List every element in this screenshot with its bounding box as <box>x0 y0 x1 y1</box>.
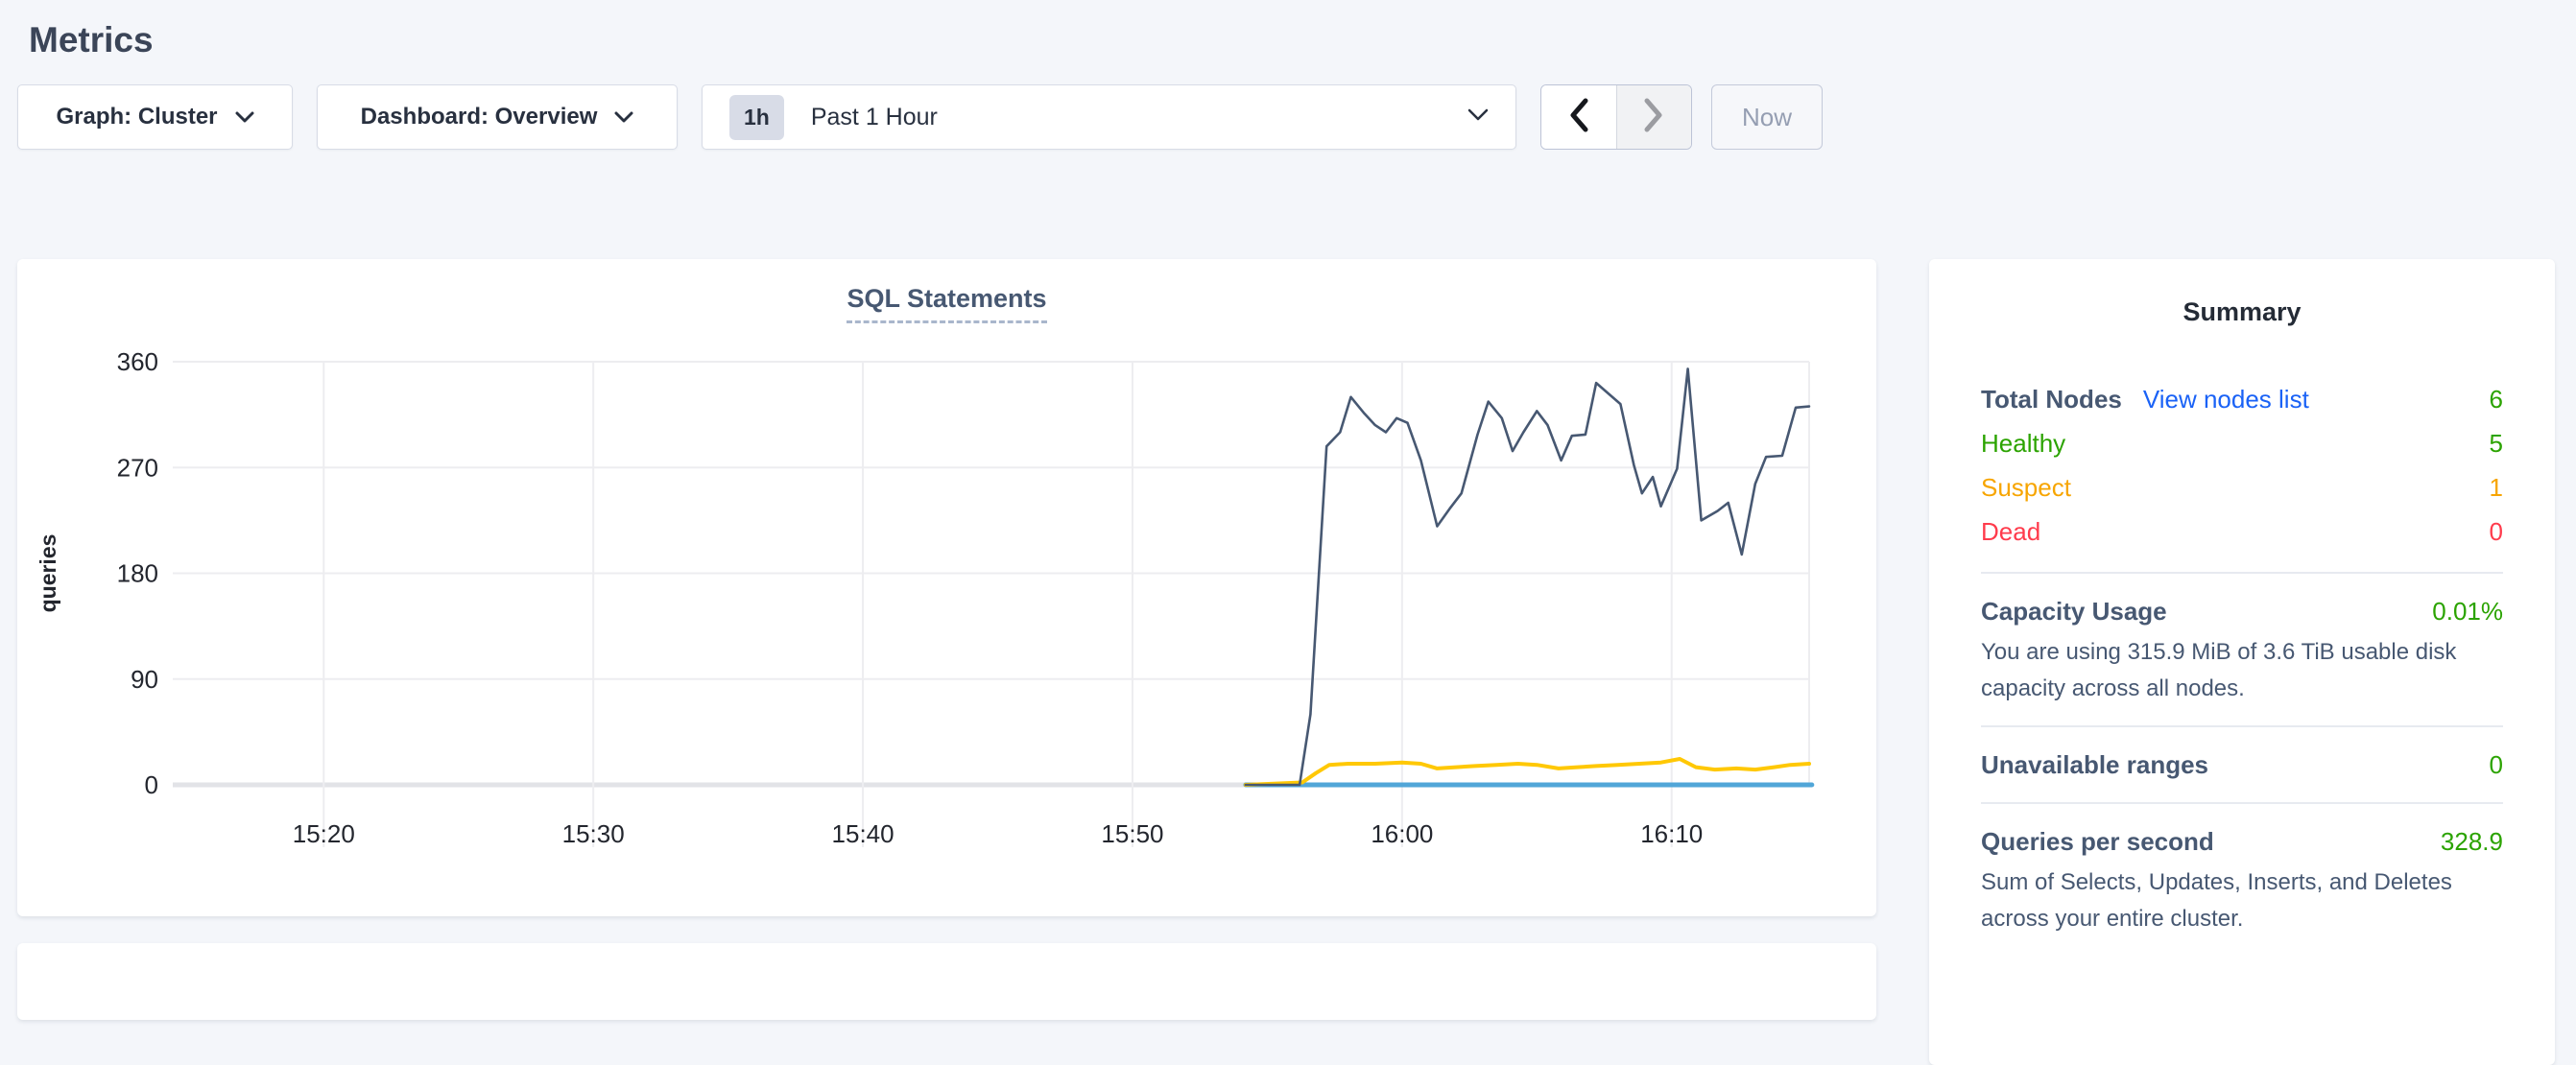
y-tick-label: 0 <box>145 770 158 799</box>
total-nodes-value: 6 <box>2489 385 2503 414</box>
graph-dropdown[interactable]: Graph: Cluster <box>17 84 293 150</box>
queries-per-second-description: Sum of Selects, Updates, Inserts, and De… <box>1981 869 2452 932</box>
divider <box>1981 725 2503 727</box>
total-nodes-row: Total Nodes View nodes list 6 <box>1981 377 2503 421</box>
time-range-label: Past 1 Hour <box>810 103 938 130</box>
time-range-selector[interactable]: 1h Past 1 Hour <box>702 84 1516 150</box>
next-range-button[interactable] <box>1616 85 1691 149</box>
metrics-toolbar: Graph: Cluster Dashboard: Overview 1h Pa… <box>17 84 1823 150</box>
chevron-down-icon <box>235 104 254 130</box>
x-tick-label: 16:10 <box>1640 819 1703 848</box>
healthy-label: Healthy <box>1981 429 2066 458</box>
dashboard-dropdown-label: Dashboard: Overview <box>360 104 598 130</box>
x-tick-label: 15:50 <box>1101 819 1163 848</box>
series-main-navy-series <box>1244 367 1811 787</box>
dead-value: 0 <box>2489 517 2503 546</box>
chart-title[interactable]: SQL Statements <box>847 284 1047 323</box>
dead-nodes-row: Dead 0 <box>1981 509 2503 554</box>
y-tick-label: 360 <box>117 347 158 376</box>
graph-dropdown-label: Graph: Cluster <box>56 104 218 130</box>
chart-title-wrap: SQL Statements <box>17 284 1876 323</box>
queries-per-second-section: Queries per second 328.9 Sum of Selects,… <box>1981 822 2503 937</box>
x-tick-label: 15:20 <box>293 819 355 848</box>
capacity-usage-row: Capacity Usage 0.01% <box>1981 592 2503 630</box>
view-nodes-list-link[interactable]: View nodes list <box>2142 385 2309 414</box>
chevron-down-icon <box>614 104 633 130</box>
node-status-rows: Total Nodes View nodes list 6 Healthy 5 … <box>1981 377 2503 554</box>
sql-statements-chart-card: SQL Statements 0 90 180 270 360 15:20 15:30 15:… <box>17 259 1876 916</box>
previous-range-button[interactable] <box>1541 85 1617 149</box>
total-nodes-label: Total Nodes <box>1981 385 2122 414</box>
dashboard-dropdown[interactable]: Dashboard: Overview <box>317 84 678 150</box>
unavailable-ranges-value: 0 <box>2489 750 2503 779</box>
y-tick-label: 270 <box>117 453 158 482</box>
page-title: Metrics <box>29 19 154 59</box>
unavailable-ranges-row: Unavailable ranges 0 <box>1981 746 2503 784</box>
suspect-value: 1 <box>2489 473 2503 502</box>
time-step-buttons <box>1540 84 1692 150</box>
next-chart-card <box>17 943 1876 1020</box>
chevron-down-icon <box>1467 108 1489 127</box>
x-tick-label: 15:30 <box>562 819 625 848</box>
divider <box>1981 802 2503 804</box>
time-range-badge: 1h <box>729 94 784 140</box>
chevron-left-icon <box>1568 98 1589 137</box>
healthy-nodes-row: Healthy 5 <box>1981 421 2503 465</box>
series-low-yellow-series <box>1243 757 1811 787</box>
capacity-usage-value: 0.01% <box>2432 597 2503 626</box>
x-tick-label: 15:40 <box>832 819 894 848</box>
y-axis-title: queries <box>36 534 60 613</box>
now-button[interactable]: Now <box>1711 84 1823 150</box>
summary-panel: Summary Total Nodes View nodes list 6 He… <box>1929 259 2555 1065</box>
suspect-label: Suspect <box>1981 473 2071 502</box>
unavailable-ranges-label: Unavailable ranges <box>1981 750 2208 779</box>
y-tick-label: 180 <box>117 559 158 588</box>
queries-per-second-label: Queries per second <box>1981 827 2214 856</box>
capacity-usage-description: You are using 315.9 MiB of 3.6 TiB usabl… <box>1981 639 2457 701</box>
divider <box>1981 572 2503 574</box>
dead-label: Dead <box>1981 517 2041 546</box>
x-tick-label: 16:00 <box>1371 819 1433 848</box>
capacity-usage-section: Capacity Usage 0.01% You are using 315.9… <box>1981 592 2503 707</box>
y-tick-label: 90 <box>131 665 158 694</box>
capacity-usage-label: Capacity Usage <box>1981 597 2167 626</box>
queries-per-second-value: 328.9 <box>2440 827 2503 856</box>
chevron-right-icon <box>1643 98 1664 137</box>
queries-per-second-row: Queries per second 328.9 <box>1981 822 2503 861</box>
suspect-nodes-row: Suspect 1 <box>1981 465 2503 509</box>
healthy-value: 5 <box>2489 429 2503 458</box>
summary-title: Summary <box>2182 297 2302 326</box>
